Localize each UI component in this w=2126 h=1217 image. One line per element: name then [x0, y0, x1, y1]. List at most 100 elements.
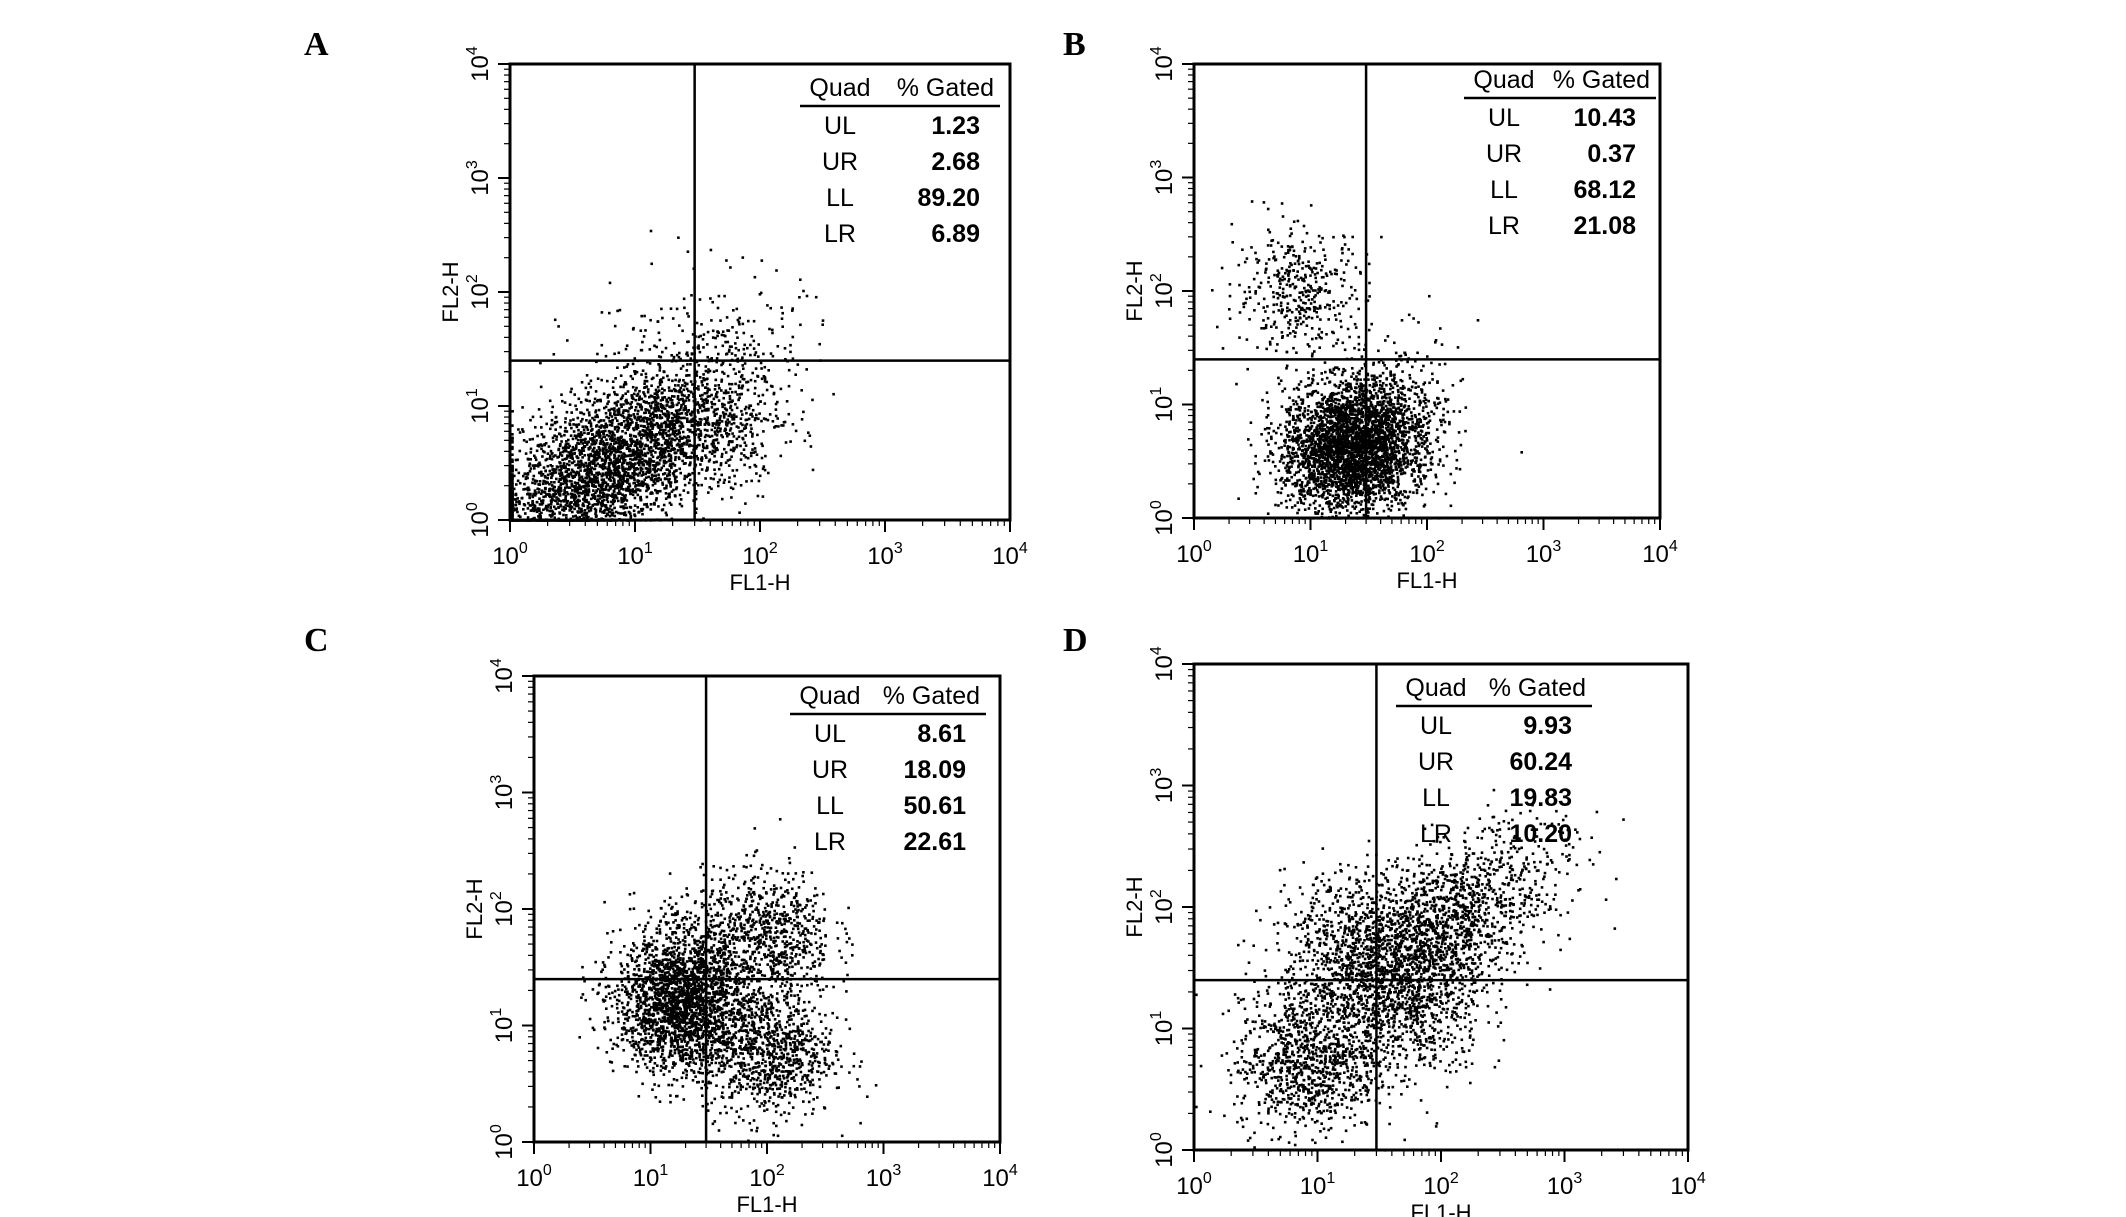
event-dot — [762, 430, 765, 433]
event-dot — [582, 449, 586, 452]
event-dot — [700, 456, 704, 459]
event-dot — [566, 519, 569, 522]
event-dot — [730, 352, 734, 355]
event-dot — [674, 378, 677, 382]
event-dot — [639, 484, 643, 487]
event-dot — [639, 482, 643, 485]
event-dot — [588, 461, 592, 465]
event-dot — [567, 451, 571, 454]
event-dot — [595, 439, 598, 442]
event-dot — [643, 382, 646, 385]
event-dot — [613, 481, 616, 485]
event-dot — [767, 369, 770, 372]
event-dot — [1304, 466, 1307, 470]
event-dot — [689, 419, 693, 423]
x-axis-label: FL1-H — [729, 570, 790, 595]
event-dot — [607, 461, 611, 465]
event-dot — [658, 519, 662, 522]
event-dot — [718, 478, 722, 482]
event-dot — [579, 487, 583, 491]
event-dot — [660, 422, 663, 426]
event-dot — [535, 449, 539, 453]
event-dot — [664, 455, 667, 459]
event-dot — [703, 423, 707, 426]
event-dot — [645, 519, 648, 522]
event-dot — [535, 500, 539, 504]
event-dot — [622, 507, 625, 510]
event-dot — [602, 425, 606, 428]
event-dot — [710, 406, 714, 409]
event-dot — [524, 452, 528, 455]
event-dot — [529, 467, 533, 470]
event-dot — [617, 491, 621, 495]
event-dot — [678, 412, 682, 415]
event-dot — [678, 493, 682, 497]
event-dot — [549, 519, 553, 522]
event-dot — [774, 425, 777, 428]
event-dot — [720, 389, 723, 392]
event-dot — [675, 469, 678, 472]
event-dot — [643, 394, 647, 398]
event-dot — [689, 444, 693, 447]
event-dot — [570, 449, 573, 452]
event-dot — [777, 425, 780, 428]
event-dot — [562, 449, 566, 453]
event-dot — [622, 385, 625, 389]
event-dot — [511, 504, 514, 507]
event-dot — [611, 386, 615, 389]
event-dot — [650, 473, 654, 477]
event-dot — [613, 434, 616, 437]
event-dot — [543, 519, 547, 522]
event-dot — [590, 443, 593, 446]
y-axis-label: FL2-H — [438, 261, 463, 322]
event-dot — [564, 417, 567, 420]
event-dot — [577, 428, 580, 432]
event-dot — [732, 435, 736, 438]
event-dot — [600, 487, 604, 490]
y-tick-label: 103 — [464, 160, 494, 196]
event-dot — [629, 454, 633, 457]
event-dot — [585, 500, 589, 504]
event-dot — [629, 457, 632, 461]
event-dot — [626, 462, 629, 466]
event-dot — [670, 517, 674, 521]
event-dot — [722, 334, 726, 337]
event-dot — [593, 440, 596, 444]
event-dot — [679, 450, 683, 453]
event-dot — [629, 439, 633, 443]
event-dot — [527, 458, 530, 461]
event-dot — [617, 465, 621, 468]
event-dot — [526, 473, 530, 476]
event-dot — [672, 419, 675, 423]
event-dot — [559, 482, 563, 485]
event-dot — [648, 460, 652, 463]
event-dot — [664, 414, 668, 418]
event-dot — [642, 483, 645, 486]
event-dot — [636, 412, 639, 416]
event-dot — [747, 417, 751, 421]
event-dot — [568, 486, 572, 489]
event-dot — [752, 451, 756, 454]
event-dot — [719, 463, 723, 467]
event-dot — [1325, 469, 1328, 472]
event-dot — [511, 447, 514, 451]
event-dot — [579, 486, 583, 489]
event-dot — [594, 477, 597, 480]
event-dot — [623, 470, 626, 474]
event-dot — [561, 465, 565, 468]
event-dot — [1293, 473, 1296, 477]
event-dot — [609, 469, 613, 473]
event-dot — [710, 434, 714, 438]
event-dot — [769, 306, 772, 310]
event-dot — [734, 482, 737, 486]
event-dot — [714, 378, 718, 382]
event-dot — [668, 495, 671, 499]
event-dot — [519, 515, 522, 519]
event-dot — [522, 439, 526, 442]
event-dot — [743, 343, 746, 347]
event-dot — [624, 431, 627, 435]
event-dot — [594, 390, 598, 393]
event-dot — [563, 457, 567, 461]
